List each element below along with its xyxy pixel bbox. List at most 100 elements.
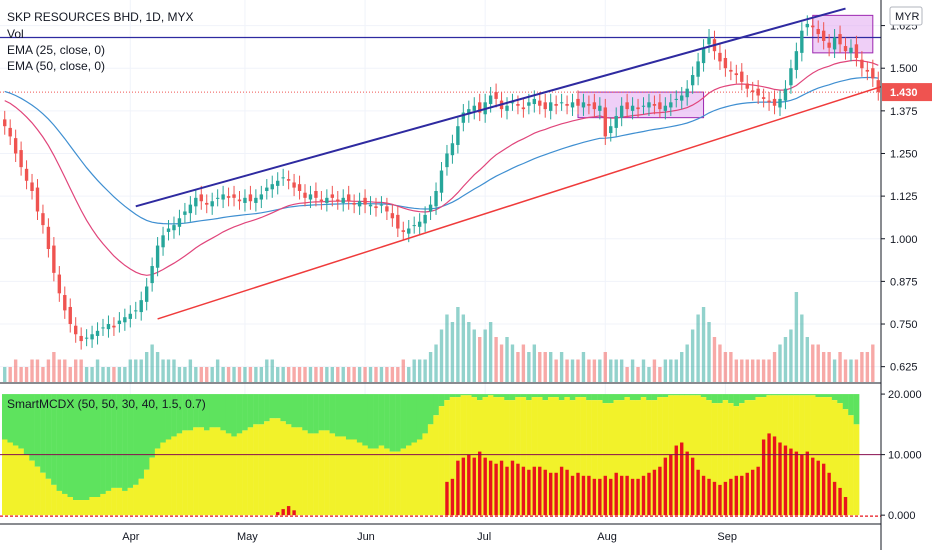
volume-bar [581,352,586,382]
volume-bar [598,359,602,382]
mcdx-yellow-bar [83,500,90,516]
candle [811,25,815,28]
price-tick-label: 0.750 [890,319,918,331]
candle [101,327,105,329]
legend-ema50[interactable]: EMA (50, close, 0) [7,59,106,73]
candle [674,98,678,100]
volume-bar [510,344,515,382]
mcdx-green-bar [236,394,243,434]
trendline-support[interactable] [157,67,932,320]
volume-bar [772,352,777,382]
mcdx-red-bar [598,478,602,516]
candle [172,225,176,231]
volume-bar [751,359,755,382]
mcdx-yellow-bar [657,397,663,516]
candle [652,104,657,106]
candle [439,170,444,193]
mcdx-green-bar [591,394,598,401]
mcdx-green-bar [515,394,521,398]
mcdx-yellow-bar [575,397,581,516]
candle [336,199,340,202]
mcdx-green-bar [547,394,554,398]
volume-bar [838,352,842,382]
volume-bar [336,367,340,382]
volume-bar [254,367,258,382]
mcdx-red-bar [832,481,837,516]
mcdx-green-bar [324,394,330,431]
mcdx-green-bar [280,394,287,422]
mcdx-yellow-bar [242,430,248,516]
mcdx-yellow-bar [558,400,565,516]
mcdx-green-bar [133,394,139,485]
candle [117,320,122,325]
mcdx-red-bar [674,445,678,516]
mcdx-yellow-bar [711,403,718,516]
candle [549,102,553,111]
candle [745,83,749,89]
mcdx-green-bar [89,394,96,497]
mcdx-green-bar [657,394,663,398]
volume-bar [543,352,547,382]
date-tick-label: Aug [597,531,617,543]
candle [554,104,558,106]
volume-bar [199,367,203,382]
volume-bar [363,367,367,382]
mcdx-yellow-bar [280,421,287,516]
candle [756,88,760,96]
mcdx-yellow-bar [165,439,172,516]
last-price-badge[interactable] [882,83,932,102]
volume-bar [330,367,334,382]
highlight-box-1[interactable] [577,91,705,119]
mcdx-yellow-bar [356,442,363,516]
volume-bar [871,344,875,382]
mcdx-green-bar [422,394,429,434]
mcdx-yellow-bar [755,397,762,516]
volume-bar [35,359,40,382]
mcdx-red-bar [510,460,515,516]
legend-indicator[interactable]: SmartMCDX (50, 50, 30, 40, 1.5, 0.7) [7,397,206,411]
mcdx-yellow-bar [580,397,587,516]
candle [79,335,83,342]
mcdx-red-bar [816,460,820,516]
mcdx-red-bar [680,442,684,516]
legend-ema25[interactable]: EMA (25, close, 0) [7,43,106,57]
candle [532,98,537,105]
mcdx-yellow-bar [18,448,25,516]
mcdx-green-bar [23,394,30,455]
candle [800,30,804,53]
mcdx-green-bar [367,394,374,449]
trendline-channel-top[interactable] [135,7,846,208]
volume-bar [248,367,253,382]
mcdx-green-bar [400,394,407,449]
mcdx-green-bar [182,394,188,431]
mcdx-yellow-bar [220,430,227,516]
mcdx-yellow-bar [700,397,707,516]
volume-bar [188,359,193,382]
volume-bar [527,352,531,382]
volume-bar [811,344,815,382]
volume-bar [592,359,597,382]
volume-bar [740,359,744,382]
mcdx-red-bar [527,469,531,516]
volume-bar [603,352,607,382]
volume-bar [139,359,143,382]
mcdx-red-bar [521,466,526,516]
mcdx-green-bar [253,394,259,425]
mcdx-yellow-bar [329,433,336,516]
volume-bar [205,367,209,382]
currency-button[interactable] [889,6,923,26]
highlight-box-2[interactable] [812,14,874,54]
volume-bar [647,367,651,382]
volume-bar [488,322,493,382]
legend-vol[interactable]: Vol [7,27,24,41]
candle [155,245,160,268]
volume-bar [314,367,318,382]
symbol-title[interactable]: SKP RESOURCES BHD, 1D, MYX [7,10,194,24]
mcdx-yellow-bar [335,436,341,516]
volume-bar [450,322,455,382]
volume-bar [286,367,291,382]
volume-bar [685,344,689,382]
mcdx-yellow-bar [471,397,478,516]
candle [587,104,591,106]
